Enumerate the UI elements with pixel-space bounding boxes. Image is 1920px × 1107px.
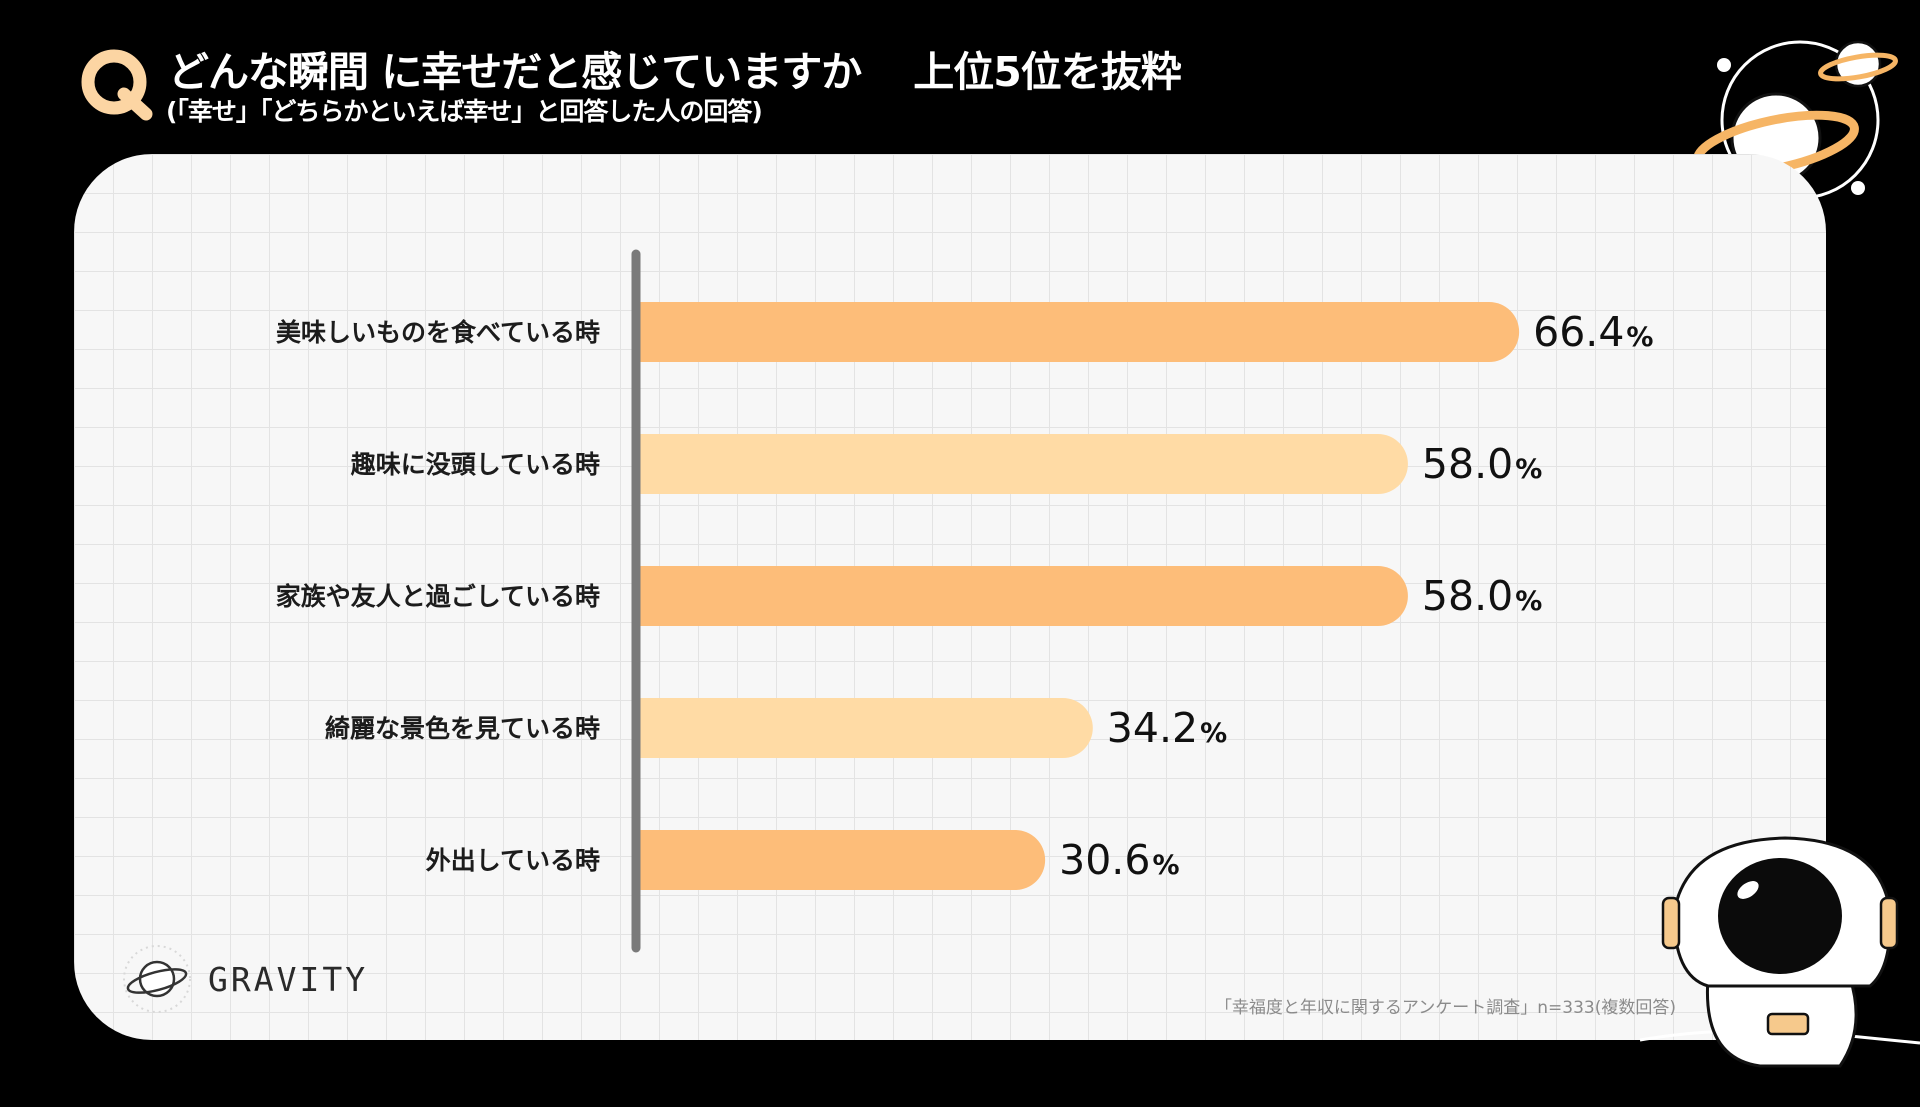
question-subtitle: (「幸せ」「どちらかといえば幸せ」と回答した人の回答) bbox=[166, 97, 763, 126]
bar-4 bbox=[640, 698, 1093, 758]
category-label-1: 美味しいものを食べている時 bbox=[276, 318, 600, 347]
value-label-2: 58.0% bbox=[1422, 440, 1542, 488]
source-note: 「幸福度と年収に関するアンケート調査」n=333(複数回答) bbox=[1214, 998, 1676, 1018]
value-label-1: 66.4% bbox=[1533, 308, 1653, 356]
bar-2 bbox=[640, 434, 1408, 494]
bar-1 bbox=[640, 302, 1520, 362]
question-title: どんな瞬間 に幸せだと感じていますか 上位5位を抜粋 bbox=[168, 38, 1182, 98]
category-label-3: 家族や友人と過ごしている時 bbox=[276, 582, 600, 611]
category-label-2: 趣味に没頭している時 bbox=[350, 450, 600, 479]
rank-note: 上位5位を抜粋 bbox=[913, 48, 1182, 96]
value-label-4: 34.2% bbox=[1107, 704, 1227, 752]
value-label-5: 30.6% bbox=[1059, 836, 1179, 884]
category-label-5: 外出している時 bbox=[426, 846, 600, 875]
astronaut-decoration-icon bbox=[1639, 836, 1920, 1068]
gravity-logo-icon bbox=[123, 945, 191, 1013]
q-badge-icon bbox=[81, 49, 153, 121]
chart-card: 美味しいものを食べている時 66.4% 趣味に没頭している時 58.0% 家族や友人と過… bbox=[74, 154, 1826, 1040]
brand-name: GRAVITY bbox=[208, 960, 369, 999]
category-label-4: 綺麗な景色を見ている時 bbox=[325, 714, 600, 743]
value-label-3: 58.0% bbox=[1422, 572, 1542, 620]
bar-5 bbox=[640, 830, 1046, 890]
bar-3 bbox=[640, 566, 1408, 626]
bar-chart: 美味しいものを食べている時 66.4% 趣味に没頭している時 58.0% 家族や友人と過… bbox=[276, 249, 1653, 953]
question-text: どんな瞬間 に幸せだと感じていますか bbox=[168, 48, 862, 96]
